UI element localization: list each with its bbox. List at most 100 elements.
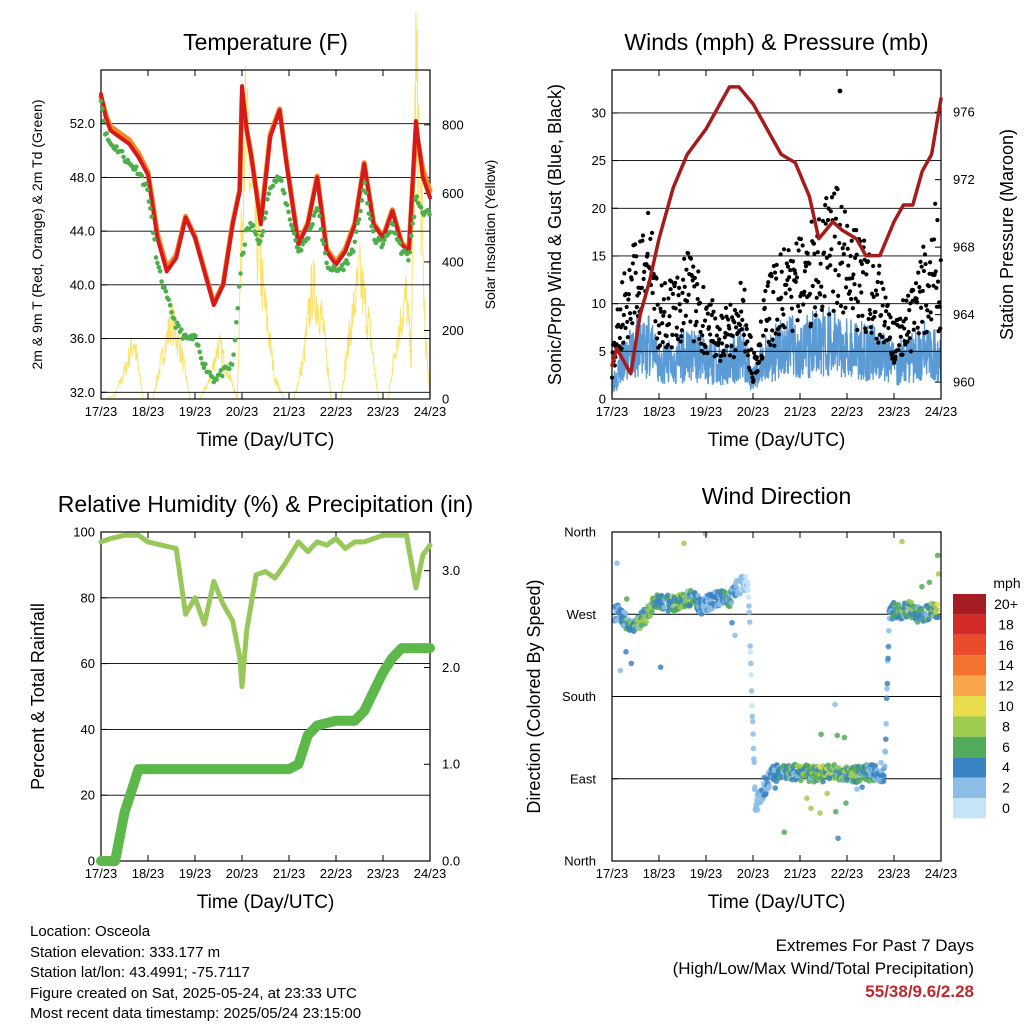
y-tick-label: 5 — [599, 344, 606, 359]
plot-frame — [611, 531, 942, 862]
gust-point — [676, 293, 681, 298]
gust-point — [824, 196, 829, 201]
dewpoint-point — [380, 241, 386, 247]
gust-point — [776, 332, 782, 337]
gust-point — [864, 272, 869, 277]
gust-point — [911, 327, 916, 332]
gust-point — [642, 269, 647, 274]
dewpoint-point — [351, 249, 356, 254]
gust-point — [619, 346, 624, 351]
dewpoint-point — [104, 131, 109, 136]
gust-point — [831, 308, 836, 313]
dewpoint-point — [201, 365, 207, 370]
dewpoint-point — [162, 285, 167, 290]
dewpoint-point — [305, 236, 311, 241]
gust-point — [767, 316, 772, 321]
gust-point — [849, 296, 854, 302]
gust-point — [766, 280, 771, 285]
dewpoint-point — [370, 228, 376, 234]
gust-point — [640, 233, 646, 238]
x-tick-label: 19/23 — [179, 404, 212, 419]
rh-line — [98, 532, 433, 690]
x-tick-label: 24/23 — [414, 866, 447, 881]
gust-point — [868, 325, 873, 330]
gust-point — [922, 252, 928, 257]
gust-point — [699, 341, 704, 346]
gust-point — [737, 322, 743, 328]
gust-point — [807, 291, 813, 296]
gust-point — [934, 285, 939, 291]
gust-point — [787, 287, 792, 292]
dewpoint-point — [290, 226, 296, 232]
dewpoint-point — [397, 240, 403, 246]
x-tick-label: 23/23 — [878, 866, 911, 881]
gust-point — [698, 329, 703, 335]
gust-point — [796, 304, 801, 309]
direction-point — [934, 601, 941, 608]
x-tick-label: 20/23 — [737, 866, 770, 881]
direction-point — [749, 713, 756, 720]
gust-point — [774, 262, 779, 267]
dewpoint-point — [235, 306, 241, 311]
gust-point — [727, 326, 732, 331]
x-axis-label: Time (Day/UTC) — [708, 430, 846, 451]
y-tick-label: 60 — [81, 656, 95, 671]
y-axis-label: Sonic/Prop Wind & Gust (Blue, Black) — [545, 84, 565, 385]
gust-point — [636, 291, 642, 296]
gust-point — [802, 289, 807, 294]
gust-point — [700, 323, 705, 329]
gust-point — [678, 339, 683, 344]
gust-point — [840, 246, 845, 251]
y-tick-label-right: 800 — [442, 117, 464, 132]
direction-point — [934, 552, 941, 559]
direction-point — [748, 672, 755, 678]
gust-point — [847, 289, 853, 294]
gust-point — [836, 273, 841, 278]
y-tick-label-right: 600 — [442, 186, 464, 201]
gust-point — [779, 295, 784, 300]
gust-point — [652, 306, 657, 311]
dewpoint-point — [284, 202, 290, 208]
dewpoint-point — [365, 200, 370, 206]
dewpoint-point — [393, 231, 398, 236]
legend-title: mph — [993, 575, 1020, 591]
gust-point — [860, 270, 866, 275]
gust-point — [819, 307, 824, 313]
dewpoint-point — [155, 260, 160, 266]
gust-point — [634, 305, 639, 310]
gust-point — [921, 268, 926, 274]
y-tick-label: 100 — [73, 525, 95, 540]
gust-point — [703, 344, 708, 349]
gust-point — [779, 269, 784, 274]
direction-point — [728, 600, 735, 606]
chart-title: Wind Direction — [702, 483, 852, 509]
gust-point — [920, 288, 925, 294]
direction-point — [934, 606, 940, 613]
gust-point — [739, 309, 744, 314]
gust-point — [849, 238, 854, 243]
gust-point — [904, 298, 909, 303]
gust-point — [903, 316, 908, 321]
dewpoint-point — [259, 233, 265, 238]
gust-point — [718, 358, 723, 363]
direction-point — [729, 619, 735, 626]
gust-point — [852, 282, 857, 287]
direction-point — [884, 680, 891, 687]
dewpoint-point — [317, 213, 322, 219]
dewpoint-point — [172, 316, 177, 322]
gust-point — [682, 256, 687, 261]
gust-point — [789, 294, 794, 299]
y-axis-label-right: Station Pressure (Maroon) — [997, 129, 1017, 340]
gust-point — [856, 314, 861, 319]
extremes-values: 55/38/9.6/2.28 — [865, 982, 974, 1001]
gust-point — [782, 325, 787, 330]
dewpoint-point — [119, 148, 125, 154]
dewpoint-point — [149, 214, 155, 220]
gust-point — [722, 353, 727, 358]
direction-point — [804, 795, 810, 802]
y-tick-label: 52.0 — [70, 116, 95, 131]
gust-point — [924, 303, 929, 308]
gust-point — [794, 241, 799, 246]
gust-point — [919, 264, 924, 269]
